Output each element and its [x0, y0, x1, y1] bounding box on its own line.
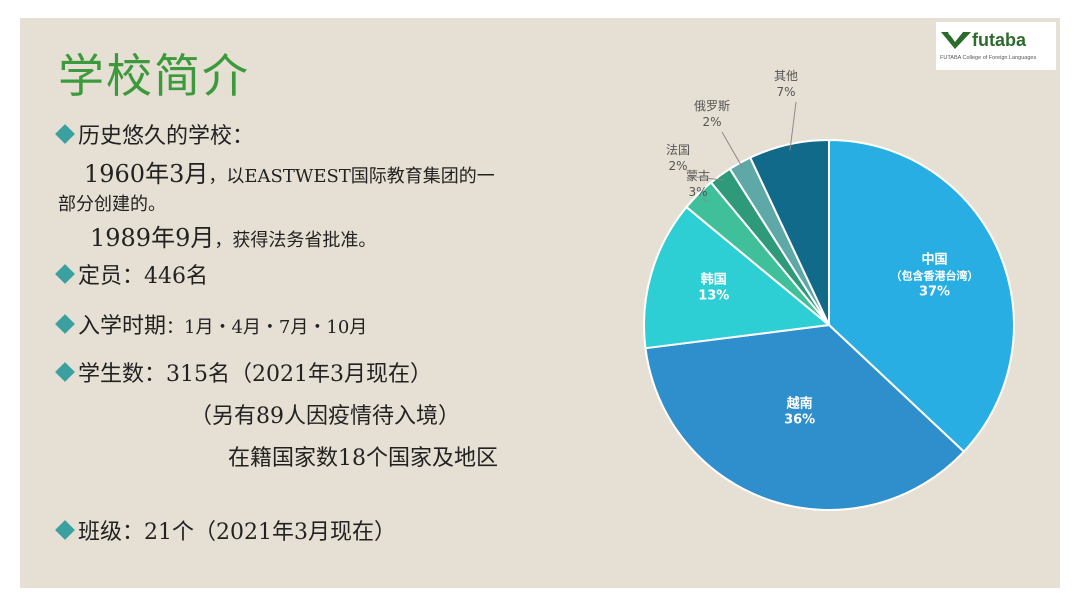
diamond-bullet-icon [55, 314, 75, 334]
pie-leader-line-5 [721, 131, 744, 169]
svg-text:36%: 36% [784, 412, 815, 427]
pie-label-6: 其他 7% [774, 69, 798, 99]
logo: futaba FUTABA College of Foreign Languag… [936, 22, 1056, 70]
history-year-1960: 1960年3月 [84, 160, 209, 188]
enrollment-value: ：1月・4月・7月・10月 [166, 317, 368, 338]
svg-text:7%: 7% [776, 85, 795, 99]
history-year-1989: 1989年9月 [90, 224, 215, 252]
pie-leader-line-4 [687, 175, 724, 181]
logo-tagline: FUTABA College of Foreign Languages [940, 55, 1037, 61]
logo-wordmark: futaba [972, 30, 1026, 50]
pie-label-3: 蒙古 3% [686, 168, 710, 199]
classes-text: 班级：21个（2021年3月现在） [78, 520, 396, 545]
svg-text:其他: 其他 [774, 69, 798, 83]
diamond-bullet-icon [55, 362, 75, 382]
enrollment-line: 入学时期：1月・4月・7月・10月 [55, 308, 368, 340]
history-line-3-rest: ，获得法务省批准。 [214, 230, 377, 251]
svg-text:3%: 3% [688, 185, 707, 199]
svg-text:法国: 法国 [666, 143, 690, 157]
history-line-3: 1989年9月，获得法务省批准。 [90, 218, 376, 253]
diamond-bullet-icon [55, 264, 75, 284]
pie-label-0: 中国（包含香港台湾） 37% [891, 251, 979, 299]
slide: 学校简介 futaba FUTABA College of Foreign La… [20, 18, 1060, 588]
capacity-text: 定员：446名 [78, 264, 208, 289]
history-line-1-rest: ，以EASTWEST国际教育集团的一 [208, 166, 495, 187]
svg-text:13%: 13% [698, 289, 729, 304]
classes-line: 班级：21个（2021年3月现在） [55, 514, 396, 546]
diamond-bullet-icon [55, 124, 75, 144]
pie-label-4: 法国 2% [666, 143, 690, 173]
pie-slice-6 [748, 138, 830, 326]
pie-slice-0 [828, 138, 1015, 454]
history-line-1: 1960年3月，以EASTWEST国际教育集团的一 [84, 154, 495, 189]
enrollment-label: 入学时期 [78, 314, 167, 339]
students-note-2: 在籍国家数18个国家及地区 [228, 446, 498, 471]
svg-text:越南: 越南 [786, 395, 813, 411]
diamond-bullet-icon [55, 520, 75, 540]
svg-text:2%: 2% [702, 115, 721, 129]
svg-text:37%: 37% [919, 284, 950, 299]
capacity-line: 定员：446名 [55, 258, 208, 290]
pie-leader-line-3 [702, 198, 709, 203]
history-line-2: 部分创建的。 [58, 194, 166, 215]
history-heading-line: 历史悠久的学校： [55, 118, 255, 150]
svg-text:俄罗斯: 俄罗斯 [694, 99, 730, 113]
students-note-1: （另有89人因疫情待入境） [190, 404, 460, 429]
svg-text:蒙古: 蒙古 [686, 168, 710, 183]
pie-leader-line-6 [789, 101, 797, 151]
pie-slice-1 [644, 323, 966, 511]
leaf-logo-icon [941, 32, 971, 49]
svg-text:中国: 中国 [922, 251, 948, 267]
students-text: 学生数：315名（2021年3月现在） [78, 362, 432, 387]
svg-text:韩国: 韩国 [701, 272, 727, 288]
pie-slice-2 [643, 205, 832, 350]
svg-text:2%: 2% [668, 159, 687, 173]
pie-label-5: 俄罗斯 2% [694, 99, 730, 129]
svg-text:（包含香港台湾）: （包含香港台湾） [891, 268, 979, 282]
history-heading: 历史悠久的学校： [78, 124, 255, 149]
students-line: 学生数：315名（2021年3月现在） [55, 356, 432, 388]
page-title: 学校简介 [58, 49, 250, 103]
